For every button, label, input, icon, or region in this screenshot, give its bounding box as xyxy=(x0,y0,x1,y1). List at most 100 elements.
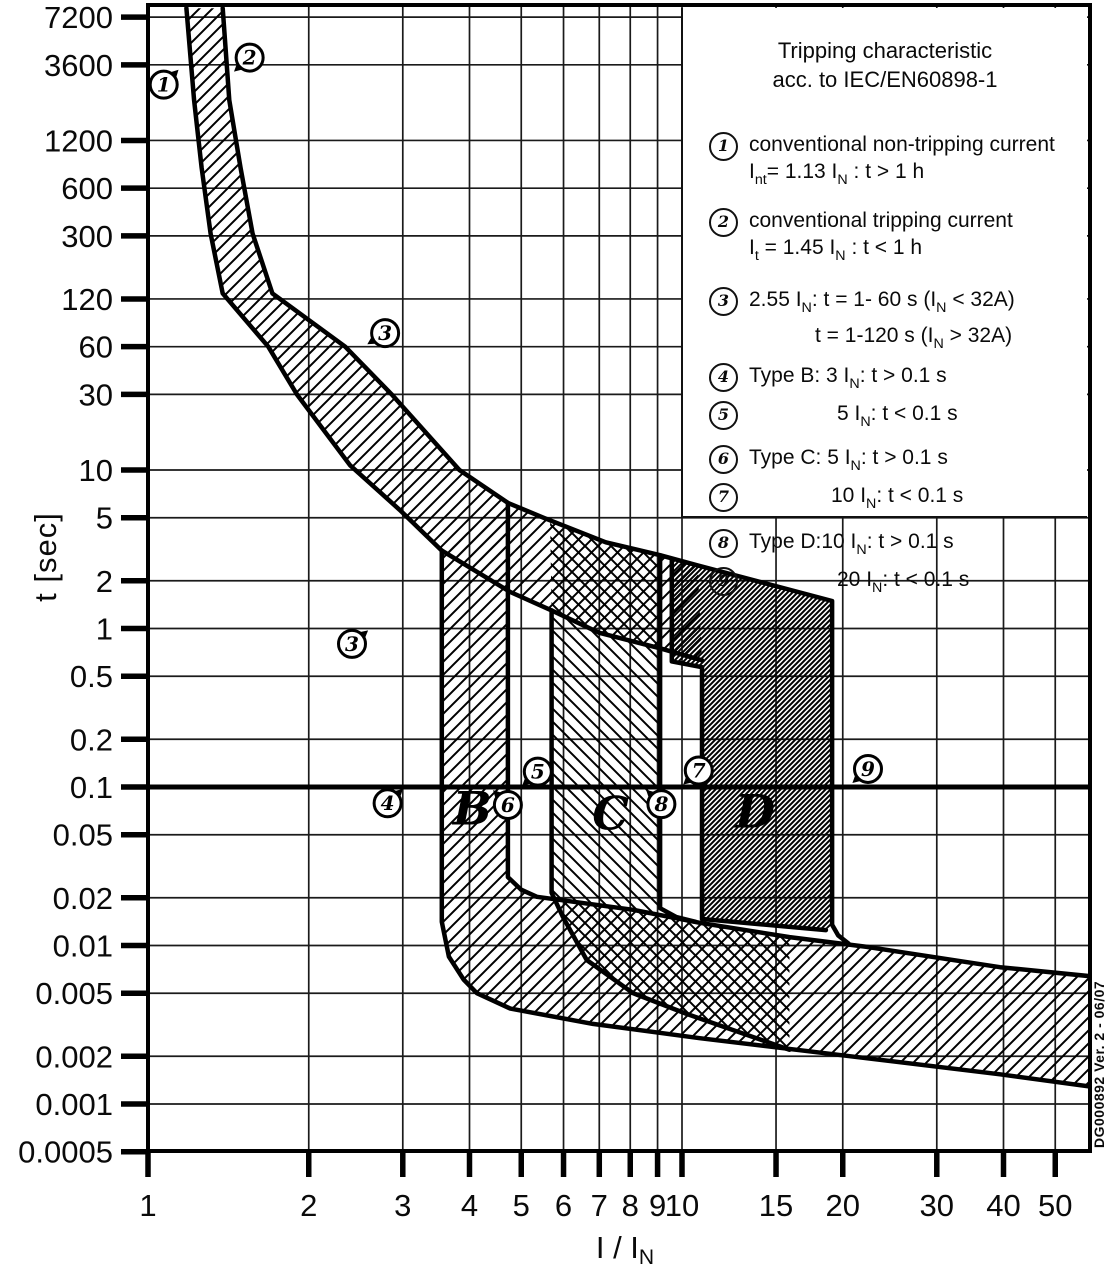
legend-item-3: 3 2.55 IN: t = 1- 60 s (IN < 32A) t = 1-12… xyxy=(709,286,1087,358)
marker-9: 9 xyxy=(852,753,883,784)
subscript-text: N xyxy=(872,580,883,596)
band-boundaries xyxy=(184,5,1090,1089)
marker-3: 3 xyxy=(367,318,401,349)
legend-text: 2.55 I xyxy=(749,288,802,311)
marker-circle xyxy=(852,753,883,784)
type-c-right-boundary xyxy=(657,552,698,925)
marker-7: 7 xyxy=(683,755,714,786)
legend-item-text: 10 IN: t < 0.1 s xyxy=(749,482,963,518)
legend-item-line: t = 1-120 s (IN > 32A) xyxy=(749,322,1015,358)
marker-circle xyxy=(372,788,403,819)
subscript-text: N xyxy=(850,458,861,474)
legend-item-line: conventional tripping current xyxy=(749,207,1013,234)
legend-item-text: Type B: 3 IN: t > 0.1 s xyxy=(749,362,947,398)
legend-item-line: 20 IN: t < 0.1 s xyxy=(749,566,969,602)
legend-text: I / I xyxy=(595,1230,639,1265)
marker-circle xyxy=(234,42,265,73)
marker-number: 3 xyxy=(345,632,359,656)
x-tick-label: 1 xyxy=(139,1188,156,1223)
legend-item-line: Type B: 3 IN: t > 0.1 s xyxy=(749,362,947,398)
marker-circle xyxy=(336,628,367,659)
y-tick-label: 0.02 xyxy=(53,881,113,916)
subscript-text: N xyxy=(849,376,860,392)
legend-item-number: 8 xyxy=(709,529,738,558)
legend-box: Tripping characteristic acc. to IEC/EN608… xyxy=(681,8,1087,596)
legend-text: 5 I xyxy=(837,402,861,425)
marker-4: 4 xyxy=(372,788,403,819)
legend-item-text: 20 IN: t < 0.1 s xyxy=(749,566,969,602)
y-tick-label: 30 xyxy=(79,377,113,412)
legend-text: : t < 0.1 s xyxy=(870,402,958,425)
legend-items: 1 conventional non-tripping current Int= 1… xyxy=(683,131,1087,602)
x-tick-label: 30 xyxy=(920,1188,954,1223)
legend-text: Type C: 5 I xyxy=(749,446,851,469)
x-axis-title: I / IN xyxy=(540,1230,710,1270)
y-tick-label: 0.05 xyxy=(53,818,113,853)
subscript-text: N xyxy=(801,300,812,316)
y-tick-label: 0.001 xyxy=(35,1087,113,1122)
y-tick-label: 0.0005 xyxy=(18,1135,113,1170)
legend-item-6: 6 Type C: 5 IN: t > 0.1 s xyxy=(709,444,1087,480)
legend-item-text: Type D:10 IN: t > 0.1 s xyxy=(749,528,954,564)
marker-2: 2 xyxy=(234,42,265,73)
x-tick-label: 3 xyxy=(394,1188,411,1223)
y-tick-label: 1200 xyxy=(44,123,113,158)
legend-item-text: 5 IN: t < 0.1 s xyxy=(749,400,958,436)
y-tick-label: 300 xyxy=(61,219,113,254)
marker-6: 6 xyxy=(492,789,523,820)
subscript-text: N xyxy=(933,336,944,352)
legend-item-line: It = 1.45 IN : t < 1 h xyxy=(749,234,1013,270)
legend-item-line: Type D:10 IN: t > 0.1 s xyxy=(749,528,954,564)
y-tick-label: 7200 xyxy=(44,0,113,35)
legend-text: : t = 1- 60 s (I xyxy=(811,288,937,311)
legend-item-1: 1 conventional non-tripping current Int= 1… xyxy=(709,131,1087,194)
watermark-text: DG000892 Ver. 2 - 06/07 xyxy=(1091,980,1107,1148)
legend-item-line: 2.55 IN: t = 1- 60 s (IN < 32A) xyxy=(749,286,1015,322)
marker-number: 3 xyxy=(378,321,392,345)
legend-text: < 32A) xyxy=(946,288,1015,311)
legend-text: 10 I xyxy=(831,484,867,507)
subscript-text: t xyxy=(754,248,759,264)
plot-frame xyxy=(146,3,1092,1153)
legend-item-line: conventional non-tripping current xyxy=(749,131,1055,158)
subscript-text: N xyxy=(638,1246,655,1269)
marker-circle xyxy=(646,789,677,820)
legend-text: = 1.13 I xyxy=(766,160,838,183)
marker-number: 2 xyxy=(242,46,257,70)
marker-number: 4 xyxy=(381,791,395,815)
marker-number: 6 xyxy=(501,793,515,817)
band-letter-D: D xyxy=(733,785,775,839)
y-axis-title: t [sec] xyxy=(28,512,63,602)
tripping-bands xyxy=(186,8,1090,1087)
y-tick-label: 120 xyxy=(61,282,113,317)
legend-item-7: 7 10 IN: t < 0.1 s xyxy=(709,482,1087,518)
legend-text: Type B: 3 I xyxy=(749,364,850,387)
legend-text: : t > 1 h xyxy=(847,160,925,183)
legend-text: = 1.45 I xyxy=(758,236,836,259)
legend-item-number: 5 xyxy=(709,401,738,430)
legend-text: 20 I xyxy=(837,568,873,591)
type-b-outer-boundary xyxy=(439,548,1090,1089)
marker-number: 9 xyxy=(861,757,875,781)
legend-text: : t > 0.1 s xyxy=(860,446,948,469)
marker-3: 3 xyxy=(336,628,369,659)
x-tick-label: 7 xyxy=(591,1188,608,1223)
legend-item-2: 2 conventional tripping current It = 1.45 … xyxy=(709,207,1087,270)
legend-text: : t < 1 h xyxy=(845,236,923,259)
x-tick-label: 8 xyxy=(622,1188,639,1223)
legend-item-text: conventional tripping current It = 1.45 I… xyxy=(749,207,1013,270)
x-tick-label: 50 xyxy=(1038,1188,1072,1223)
legend-text: : t < 0.1 s xyxy=(876,484,964,507)
y-tick-label: 0.5 xyxy=(70,659,113,694)
legend-item-9: 9 20 IN: t < 0.1 s xyxy=(709,566,1087,602)
legend-item-number: 1 xyxy=(709,132,738,161)
x-tick-label: 5 xyxy=(513,1188,530,1223)
legend-text: Type D:10 I xyxy=(749,530,857,553)
legend-item-8: 8 Type D:10 IN: t > 0.1 s xyxy=(709,528,1087,564)
legend-item-number: 2 xyxy=(709,208,738,237)
marker-circle xyxy=(522,756,553,787)
legend-text: conventional non-tripping current xyxy=(749,133,1055,156)
marker-number: 5 xyxy=(531,760,545,784)
band-letter-B: B xyxy=(451,782,492,836)
